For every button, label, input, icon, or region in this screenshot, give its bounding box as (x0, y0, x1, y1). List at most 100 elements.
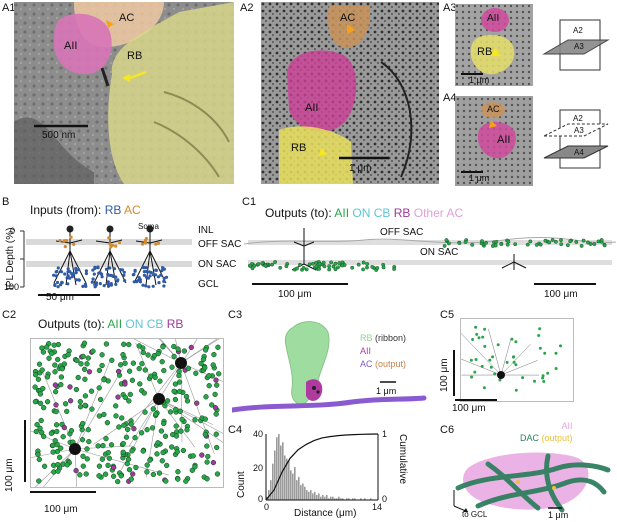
panel-c4-histogram: Count Cumulative 0 20 40 0 1 0 14 Distan… (232, 428, 428, 522)
b-ac-input (69, 235, 73, 239)
b-ac-input (111, 243, 115, 247)
c4-ylabel: Count (236, 471, 247, 498)
b-rb-input (118, 268, 123, 272)
c2-aii-output (150, 406, 156, 412)
c2-aii-output (140, 349, 146, 356)
c2-scale-v: 100 μm (4, 458, 15, 492)
c2-aii-output (100, 442, 106, 449)
panel-a4-micrograph: AC AII 1 μm (455, 96, 533, 186)
c2-dendrite (180, 339, 218, 364)
c2-aii-output (142, 409, 148, 415)
b-ac-input (107, 236, 111, 240)
c4-bar (316, 495, 318, 500)
a4-plane-a3: A3 (574, 126, 584, 135)
b-rb-input (84, 269, 88, 273)
c2-aii-output (96, 473, 102, 479)
c1-output-dot (256, 262, 261, 266)
b-rb-input (122, 270, 126, 274)
c2-aii-output (212, 391, 218, 398)
c2-aii-output (99, 352, 105, 358)
c1-output-dot (543, 238, 548, 243)
c2-rb-output (67, 384, 73, 390)
c2-aii-output (60, 434, 66, 440)
c2-aii-output (144, 462, 150, 468)
c4-bar (270, 480, 272, 500)
a3-plane-a3: A3 (574, 42, 584, 51)
c4-ytick-0: 0 (258, 494, 264, 504)
c1-output-dot (321, 260, 326, 265)
c2-aii-output (77, 398, 83, 405)
c4-bar (318, 493, 320, 500)
c2-aii-output (137, 381, 143, 387)
c5-output-dot (474, 325, 478, 329)
c2-aii-output (181, 348, 188, 354)
c5-output-dot (483, 344, 487, 348)
c2-aii-output (53, 408, 59, 415)
b-rb-input (159, 273, 163, 277)
c2-aii-output (129, 448, 135, 454)
c2-aii-output (102, 471, 109, 477)
c2-aii-output (160, 449, 166, 456)
c4-ytick-40: 40 (253, 429, 264, 439)
c2-aii-output (139, 361, 145, 367)
c2-aii-output (44, 374, 51, 380)
b-rb-input (109, 283, 113, 287)
b-rb-input (133, 269, 137, 273)
a2-aii-label: AII (305, 102, 319, 114)
c4-bar (328, 498, 330, 500)
c2-aii-output (54, 442, 60, 448)
c2-aii-output (37, 391, 44, 397)
c2-aii-output (79, 437, 86, 443)
panel-c2-map (30, 338, 224, 488)
c2-aii-output (192, 464, 198, 470)
c2-aii-output (36, 361, 43, 367)
b-rb-input (147, 285, 151, 289)
c2-aii-output (118, 473, 124, 479)
c2-rb-output (86, 369, 93, 375)
c1-output-dot (301, 266, 306, 270)
c4-bar (286, 458, 288, 500)
b-soma-label: Soma (138, 222, 159, 231)
b-rb-input (77, 268, 81, 272)
panel-c1-reconstruction: OFF SAC ON SAC 100 μm 100 μm (244, 224, 616, 300)
b-rb-input (59, 270, 64, 274)
b-rb-input (74, 278, 79, 282)
c1-output-dot (457, 241, 462, 245)
panel-label-c3: C3 (228, 309, 243, 321)
c2-aii-output (77, 404, 84, 410)
c1-output-dot (463, 240, 468, 244)
b-rb-input (152, 273, 156, 277)
c2-aii-output (161, 420, 167, 427)
c4-bar (310, 490, 312, 500)
b-scale-label: 50 μm (46, 292, 74, 303)
c4-xtick-0: 0 (264, 502, 270, 512)
c2-aii-output (136, 365, 142, 372)
c1-output-dot (284, 264, 289, 269)
c1-output-dot (588, 242, 593, 246)
c2-aii-output (119, 415, 125, 421)
c5-output-dot (514, 363, 518, 367)
b-rb-input (122, 273, 126, 277)
c2-aii-output (158, 428, 165, 434)
b-ac-input (63, 245, 67, 249)
c4-bar (268, 490, 270, 500)
c2-aii-output (82, 393, 89, 399)
b-ac-input (72, 242, 76, 246)
c2-aii-output (178, 428, 184, 434)
b-rb-input (55, 269, 59, 274)
panel-label-a3: A3 (443, 2, 457, 14)
c4-bar (348, 498, 350, 500)
c4-bar (326, 495, 328, 500)
panel-label-a2: A2 (240, 2, 254, 14)
c2-aii-output (54, 428, 60, 435)
c2-rb-output (61, 424, 67, 431)
c2-aii-output (44, 399, 51, 405)
b-rb-input (109, 273, 113, 277)
c2-aii-output (77, 472, 83, 478)
c2-aii-output (174, 449, 180, 455)
c2-aii-output (84, 456, 90, 462)
c2-aii-output (155, 351, 161, 357)
c2-aii-output (180, 447, 187, 454)
c4-bar (272, 463, 274, 500)
c1-output-dot (361, 260, 366, 265)
